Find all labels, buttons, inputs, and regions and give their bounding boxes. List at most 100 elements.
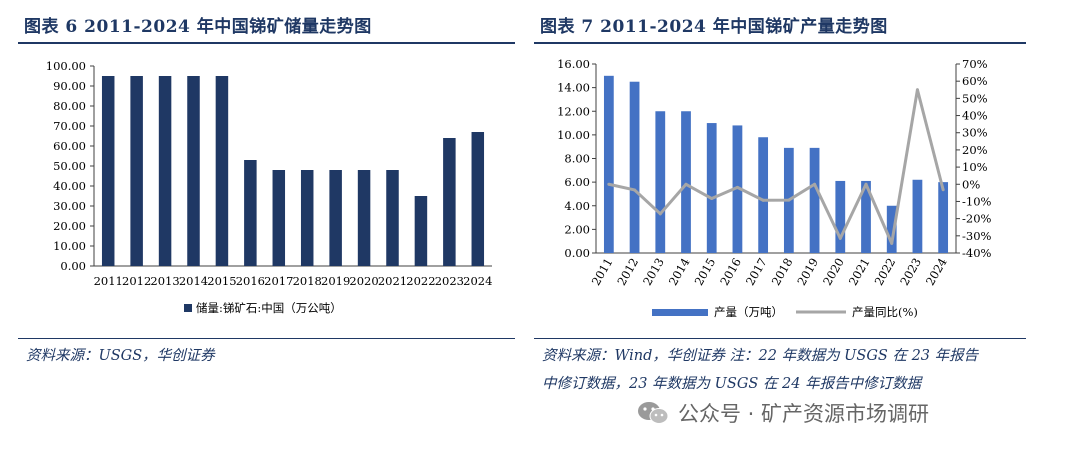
yoy-point (633, 188, 637, 192)
x-tick-label: 2020 (349, 274, 378, 288)
production-bar (603, 75, 614, 253)
right-y-tick-label: -30% (962, 229, 992, 243)
x-tick-label: 2013 (640, 256, 667, 288)
right-y-tick-label: -10% (962, 194, 992, 208)
y-tick-label: 10.00 (53, 239, 86, 253)
reserve-bar (187, 76, 200, 266)
left-y-tick-label: 0.00 (564, 246, 590, 260)
x-tick-label: 2016 (717, 256, 744, 288)
x-tick-label: 2014 (666, 256, 693, 288)
right-y-tick-label: 30% (962, 126, 988, 140)
left-y-tick-label: 4.00 (564, 199, 590, 213)
right-source-note-line1: 资料来源：Wind，华创证券 注：22 年数据为 USGS 在 23 年报告 (542, 348, 979, 364)
x-tick-label: 2014 (179, 274, 208, 288)
reserve-bar (272, 170, 286, 266)
reserve-bar (443, 138, 456, 266)
production-bar (861, 180, 871, 253)
x-tick-label: 2015 (207, 274, 236, 288)
y-tick-label: 70.00 (53, 119, 86, 133)
left-source-note: 资料来源：USGS，华创证券 (26, 348, 215, 364)
legend-swatch (184, 304, 192, 312)
right-y-tick-label: 40% (962, 109, 988, 123)
right-source-rule (534, 338, 1026, 339)
x-tick-label: 2018 (293, 274, 322, 288)
left-chart-title: 图表 6 2011-2024 年中国锑矿储量走势图 (24, 17, 372, 37)
production-bar (809, 147, 820, 253)
x-tick-label: 2024 (923, 256, 950, 288)
reserve-bar (158, 76, 172, 266)
reserve-bar (414, 196, 428, 266)
left-y-tick-label: 12.00 (557, 104, 590, 118)
reserve-bar (215, 76, 229, 266)
x-tick-label: 2021 (378, 274, 407, 288)
reserve-bar (386, 170, 399, 266)
yoy-point (813, 182, 817, 186)
left-y-tick-label: 8.00 (564, 152, 590, 166)
yoy-point (607, 182, 611, 186)
x-tick-label: 2023 (435, 274, 464, 288)
y-tick-label: 90.00 (53, 79, 86, 93)
y-tick-label: 80.00 (53, 99, 86, 113)
yoy-point (890, 241, 894, 245)
production-bar (629, 81, 640, 253)
production-bar (835, 180, 846, 253)
reserve-bar (329, 170, 342, 266)
x-tick-label: 2011 (94, 274, 123, 288)
x-tick-label: 2017 (264, 274, 293, 288)
production-bar (681, 111, 691, 253)
x-tick-label: 2022 (406, 274, 435, 288)
right-y-tick-label: 10% (962, 160, 988, 174)
right-title-rule (534, 42, 1026, 44)
x-tick-label: 2022 (872, 256, 899, 288)
yoy-point (710, 197, 714, 201)
x-tick-label: 2018 (769, 256, 796, 288)
y-tick-label: 0.00 (60, 259, 86, 273)
y-tick-label: 100.00 (46, 59, 86, 73)
production-bar (732, 125, 743, 253)
y-tick-label: 50.00 (53, 159, 86, 173)
left-y-tick-label: 16.00 (557, 57, 590, 71)
reserve-bar (300, 170, 314, 266)
legend-label-yoy: 产量同比(%) (852, 305, 918, 319)
x-tick-label: 2021 (846, 256, 873, 288)
right-y-tick-label: 70% (962, 57, 988, 71)
x-tick-label: 2016 (236, 274, 265, 288)
right-y-tick-label: -20% (962, 212, 992, 226)
y-tick-label: 20.00 (53, 219, 86, 233)
production-combo-chart: 0.00 2.00 4.00 6.00 8.00 10.00 12.00 14.00 16.00… (557, 57, 992, 319)
right-y-tick-label: 50% (962, 91, 988, 105)
x-tick-label: 2020 (820, 256, 847, 288)
reserves-bar-chart: 0.00 10.00 20.00 30.00 40.00 50.00 60.00 70.00 8… (46, 59, 493, 315)
x-tick-label: 2019 (794, 256, 821, 288)
reserve-bar (130, 76, 143, 266)
y-tick-label: 30.00 (53, 199, 86, 213)
reserve-bar (244, 160, 257, 266)
yoy-point (735, 185, 739, 189)
x-tick-label: 2024 (463, 274, 492, 288)
wechat-icon (638, 402, 669, 424)
production-bar (655, 111, 666, 253)
reserve-bar (471, 132, 485, 266)
left-y-tick-label: 2.00 (564, 222, 590, 236)
watermark-text: 公众号 · 矿产资源市场调研 (678, 402, 930, 426)
x-tick-label: 2013 (150, 274, 179, 288)
reserve-bar (357, 170, 371, 266)
left-y-tick-label: 6.00 (564, 175, 590, 189)
yoy-point (658, 212, 662, 216)
yoy-point (684, 182, 688, 186)
x-tick-label: 2023 (897, 256, 924, 288)
y-tick-label: 60.00 (53, 139, 86, 153)
right-source-note-line2: 中修订数据，23 年数据为 USGS 在 24 年报告中修订数据 (542, 376, 922, 392)
yoy-point (864, 182, 868, 186)
yoy-point (915, 88, 919, 92)
yoy-point (761, 198, 765, 202)
reserve-bar (101, 76, 115, 266)
x-tick-label: 2011 (589, 256, 616, 288)
watermark: 公众号 · 矿产资源市场调研 (636, 398, 929, 428)
production-bar (758, 137, 769, 253)
yoy-line (608, 88, 945, 245)
legend-swatch-production (652, 309, 708, 316)
yoy-point (787, 198, 791, 202)
production-bar (706, 123, 717, 253)
x-tick-label: 2012 (122, 274, 151, 288)
